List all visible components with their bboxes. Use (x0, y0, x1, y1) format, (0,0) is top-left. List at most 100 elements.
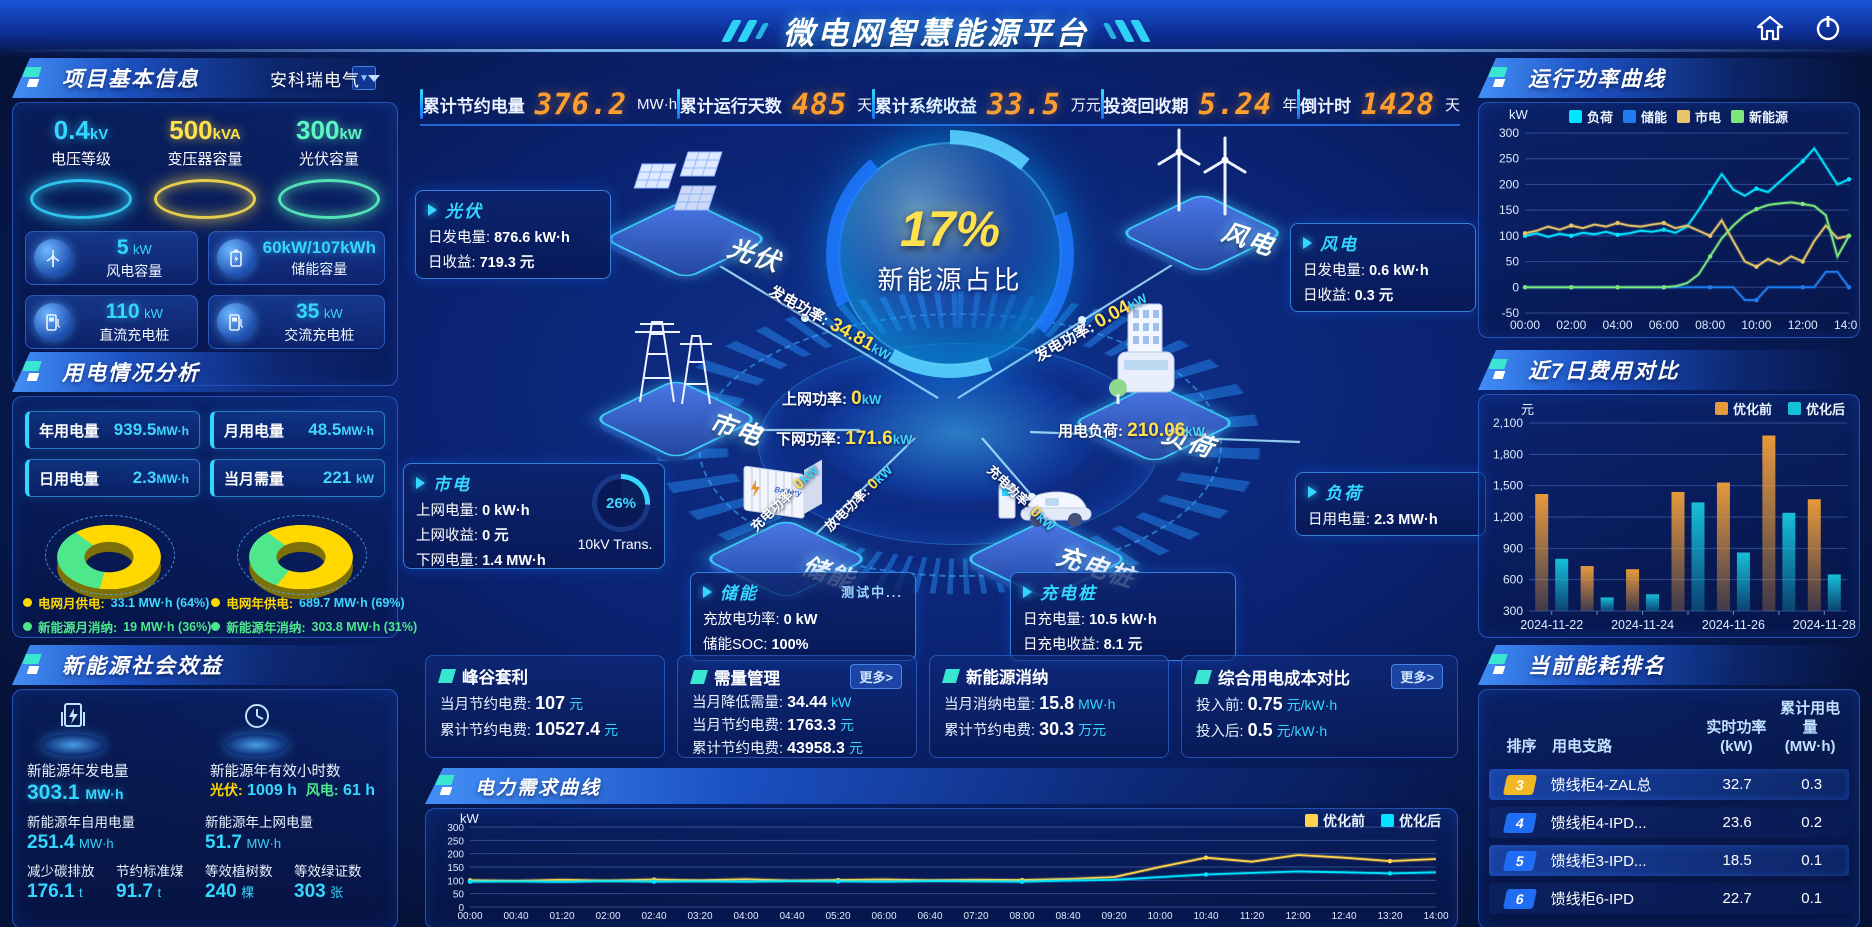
svg-text:04:40: 04:40 (779, 911, 804, 922)
panel-social-benefit-header: 新能源社会效益 (12, 645, 398, 685)
svg-text:06:00: 06:00 (871, 911, 896, 922)
benefit-self-consumption: 新能源年自用电量 251.4 MW·h (27, 815, 135, 853)
cost-more-button[interactable]: 更多> (1391, 664, 1443, 689)
svg-text:10:00: 10:00 (1147, 911, 1172, 922)
node-charger[interactable]: 充电桩 (962, 483, 1139, 605)
panel-cost-compare-header: 近7日费用对比 (1478, 350, 1860, 390)
svg-text:00:00: 00:00 (457, 911, 482, 922)
card-storage-capacity: 60kW/107kWh 储能容量 (207, 231, 385, 285)
svg-text:12:00: 12:00 (1285, 911, 1310, 922)
svg-text:300: 300 (447, 823, 464, 834)
node-storage[interactable]: Battery 储能 (702, 459, 870, 605)
svg-text:05:20: 05:20 (825, 911, 850, 922)
table-row[interactable]: 4 馈线柜4-IPD... 23.6 0.2 (1489, 807, 1849, 839)
flow-grid-import: 下网功率: 171.6kW (776, 428, 913, 449)
kpi-bar: 累计节约电量 376.2 MW·h 累计运行天数 485 天 累计系统收益 33… (420, 84, 1460, 126)
card-corner-icon (689, 669, 709, 684)
svg-text:02:00: 02:00 (595, 911, 620, 922)
card-renewable-consumption: 新能源消纳 当月消纳电量: 15.8 MW·h 累计节约电费: 30.3 万元 (929, 655, 1169, 758)
gauge-voltage-level: 0.4kV 电压等级 (22, 115, 140, 219)
title-right-decoration-icon (1102, 19, 1151, 42)
svg-text:50: 50 (1506, 255, 1520, 269)
benefit-effective-hours: 新能源年有效小时数 光伏: 1009 h 风电: 61 h (210, 698, 383, 805)
svg-text:08:40: 08:40 (1055, 911, 1080, 922)
svg-text:07:20: 07:20 (963, 911, 988, 922)
demand-more-button[interactable]: 更多> (850, 664, 902, 689)
svg-text:14:00: 14:00 (1423, 911, 1448, 922)
svg-text:2024-11-22: 2024-11-22 (1520, 618, 1583, 632)
panel-cost-compare-title: 近7日费用对比 (1528, 360, 1680, 383)
svg-text:00:40: 00:40 (503, 911, 528, 922)
home-icon[interactable] (1754, 12, 1786, 44)
gauge-pv-capacity: 300kW 光伏容量 (270, 115, 388, 219)
transformer-gauge-label: 10kV Trans. (577, 536, 653, 552)
svg-text:250: 250 (447, 836, 464, 847)
panel-power-usage: 用电情况分析 年用电量 939.5MW·h 月用电量 48.5MW·h 日用电量… (12, 352, 417, 638)
svg-text:100: 100 (447, 876, 464, 887)
rank-badge: 3 (1502, 774, 1537, 795)
svg-text:0: 0 (1512, 280, 1519, 294)
node-load[interactable]: 负荷 (1070, 303, 1238, 469)
card-corner-icon (437, 669, 457, 683)
company-selector[interactable]: 安科瑞电气 (270, 66, 380, 91)
svg-text:12:40: 12:40 (1331, 911, 1356, 922)
info-box-wind: 风电 日发电量: 0.6 kW·h 日收益: 0.3 元 (1290, 223, 1476, 312)
svg-text:200: 200 (1499, 177, 1519, 191)
kpi-running-days: 累计运行天数 485 天 (679, 87, 873, 121)
stat-month-demand: 当月需量 221 kW (210, 459, 385, 497)
panel-corner-icon (435, 773, 461, 799)
power-icon[interactable] (1812, 12, 1844, 44)
table-row[interactable]: 3 馈线柜4-ZAL总 32.7 0.3 (1489, 769, 1849, 801)
card-dc-charger: 110 kW 直流充电桩 (25, 295, 198, 349)
legend-month-grid-supply: 电网月供电: 33.1 MW·h (64%) (23, 593, 211, 612)
arrow-icon (1308, 485, 1317, 498)
svg-text:-50: -50 (1502, 306, 1520, 320)
card-cost-comparison: 综合用电成本对比 更多> 投入前: 0.75 元/kW·h 投入后: 0.5 元… (1181, 655, 1458, 758)
svg-text:08:00: 08:00 (1009, 911, 1034, 922)
node-grid[interactable]: 市电 (592, 321, 766, 465)
node-pv[interactable]: 光伏 (602, 151, 784, 285)
info-box-pv: 光伏 日发电量: 876.6 kW·h 日收益: 719.3 元 (415, 190, 611, 279)
energy-flow-diagram: 17% 新能源占比 光伏 风电 (403, 120, 1486, 661)
benefit-annual-generation: 新能源年发电量 303.1 MW·h (27, 698, 200, 805)
month-supply-donut-chart (45, 511, 175, 600)
svg-text:02:00: 02:00 (1556, 318, 1586, 332)
legend-dot-icon (211, 622, 221, 631)
legend-dot-icon (23, 622, 32, 631)
gauge-transformer-capacity: 500kVA 变压器容量 (146, 115, 264, 219)
stat-day-energy: 日用电量 2.3MW·h (25, 459, 200, 497)
panel-cost-compare: 近7日费用对比 元 优化前 优化后 300 600 900 1,200 1,500 1,80… (1478, 350, 1860, 638)
panel-demand-curve: 电力需求曲线 kW 优化前 优化后 0 50 100 150 200 250 300 00:00… (425, 768, 1458, 927)
gauge-ring-icon (30, 179, 132, 219)
info-box-load: 负荷 日用电量: 2.3 MW·h (1295, 472, 1486, 536)
svg-text:Battery: Battery (774, 485, 803, 498)
arrow-icon (703, 585, 712, 598)
panel-social-benefit-title: 新能源社会效益 (62, 655, 223, 678)
generation-icon (41, 698, 105, 756)
panel-social-benefit: 新能源社会效益 新能源年发电量 303.1 MW·h 新能源年有效小时数 光伏:… (12, 645, 398, 927)
panel-corner-icon (1488, 65, 1514, 91)
arrow-icon (416, 476, 425, 489)
kpi-system-revenue: 累计系统收益 33.5 万元 (874, 87, 1101, 121)
panel-project-info-body: 0.4kV 电压等级 500kVA 变压器容量 300kW 光伏容量 (12, 102, 398, 386)
table-row[interactable]: 5 馈线柜3-IPD... 18.5 0.1 (1489, 845, 1849, 877)
clock-icon (224, 698, 288, 756)
kpi-saved-energy: 累计节约电量 376.2 MW·h (422, 87, 678, 121)
panel-power-curve-header: 运行功率曲线 (1478, 58, 1860, 98)
svg-text:1,500: 1,500 (1493, 479, 1523, 493)
info-box-grid: 市电 上网电量: 0 kW·h 上网收益: 0 元 下网电量: 1.4 MW·h… (403, 463, 665, 569)
card-demand-management: 需量管理 更多> 当月降低需量: 34.44 kW 当月节约电费: 1763.3… (677, 655, 917, 758)
svg-text:13:20: 13:20 (1377, 911, 1402, 922)
rank-badge: 4 (1502, 812, 1537, 833)
panel-power-usage-body: 年用电量 939.5MW·h 月用电量 48.5MW·h 日用电量 2.3MW·… (12, 396, 417, 638)
table-row[interactable]: 6 馈线柜6-IPD 22.7 0.1 (1489, 883, 1849, 915)
panel-corner-icon (22, 65, 48, 91)
renewable-ratio-value: 17% (899, 201, 1001, 257)
svg-text:06:00: 06:00 (1649, 318, 1679, 332)
panel-project-info: 项目基本信息 安科瑞电气 0.4kV 电压等级 500kVA 变压器容量 (12, 58, 398, 386)
svg-text:02:40: 02:40 (641, 911, 666, 922)
panel-power-curve-title: 运行功率曲线 (1528, 68, 1666, 91)
demand-curve-legend: 优化前 优化后 (1305, 811, 1441, 831)
card-corner-icon (1193, 669, 1213, 684)
node-wind[interactable]: 风电 (1118, 128, 1286, 279)
